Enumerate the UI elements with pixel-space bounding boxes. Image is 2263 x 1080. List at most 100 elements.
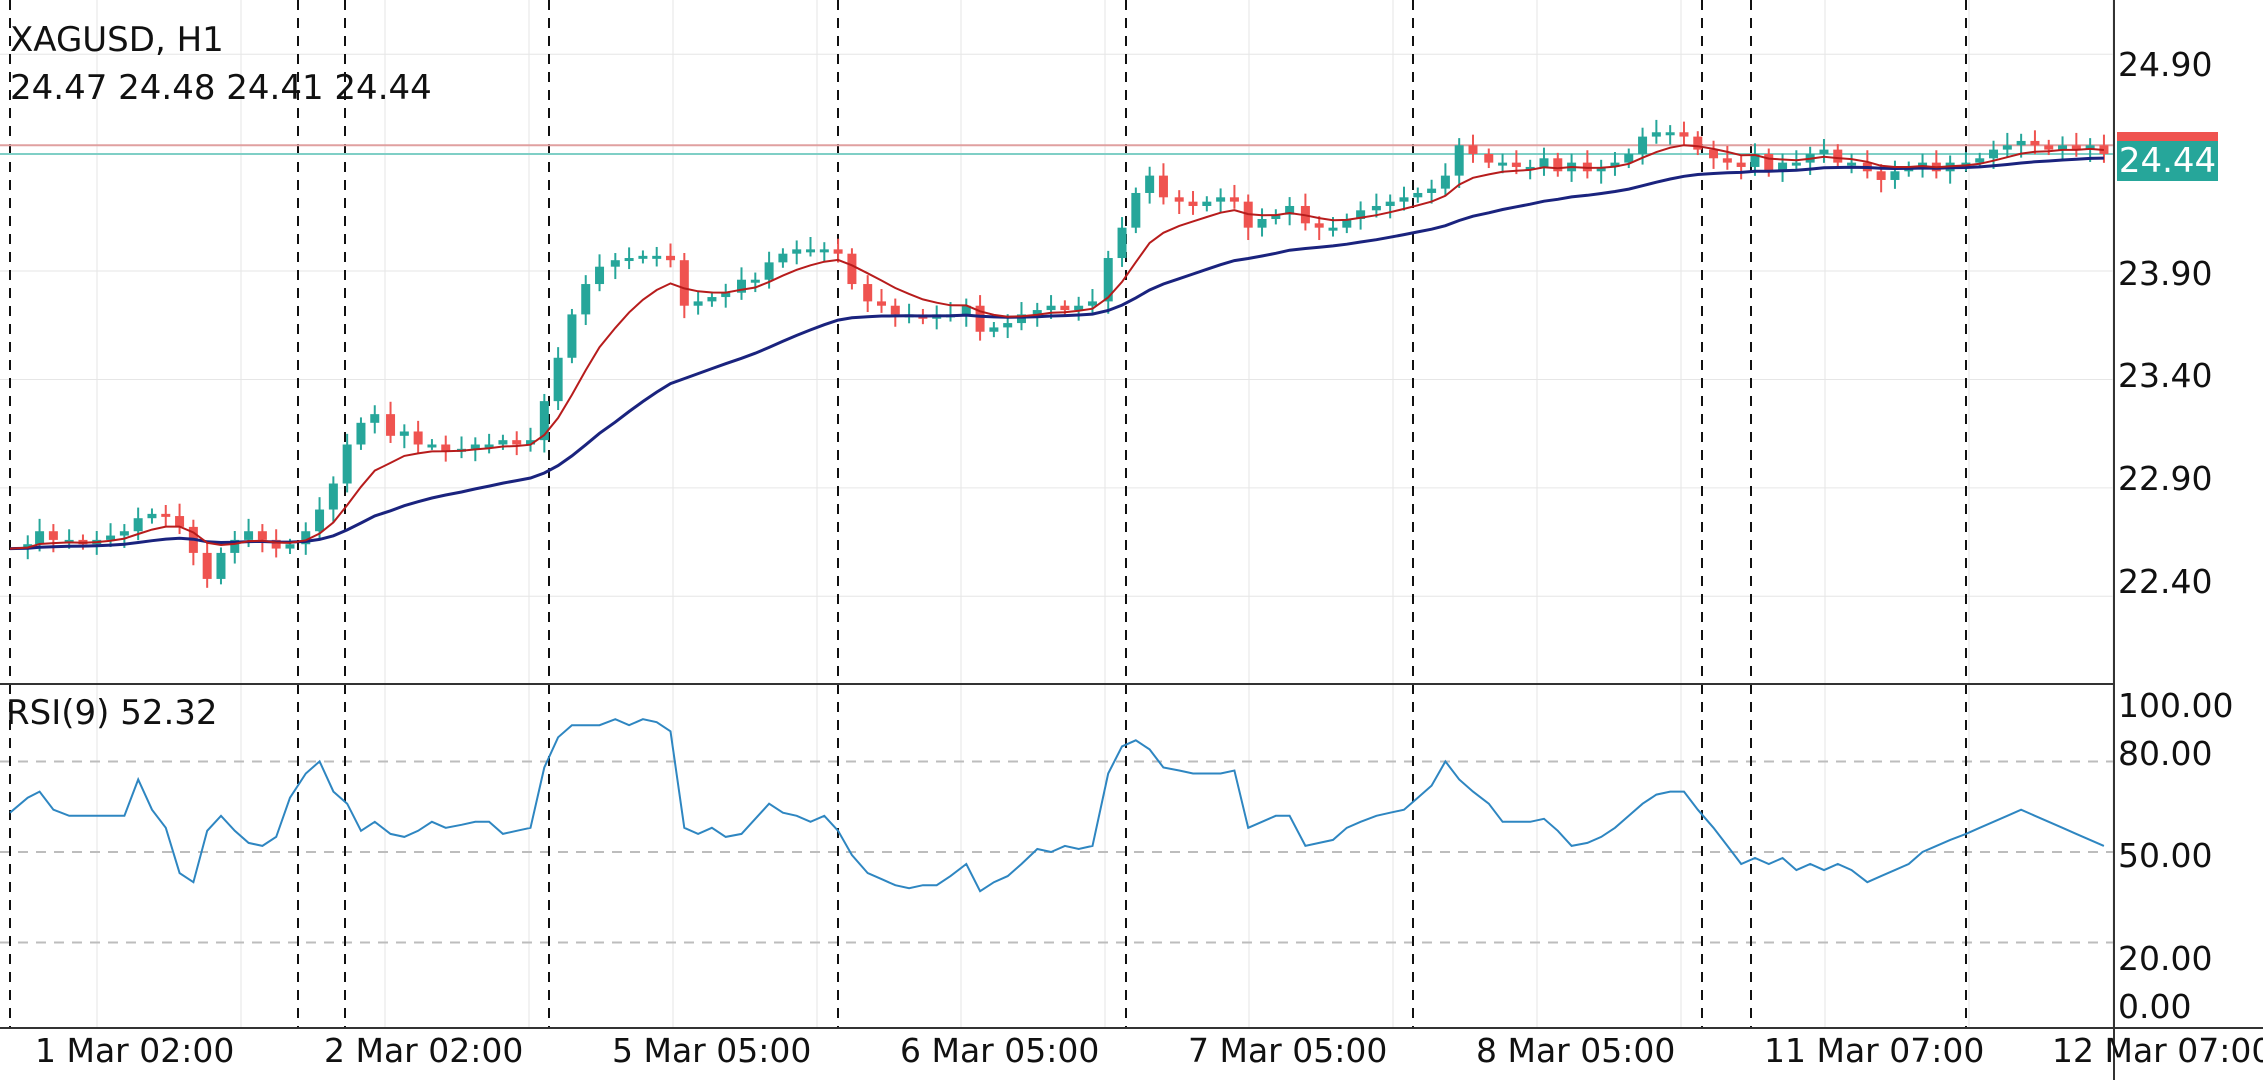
candle-body bbox=[581, 284, 591, 315]
candle-body bbox=[1610, 162, 1620, 167]
price-tick: 23.90 bbox=[2118, 254, 2213, 293]
candle-body bbox=[356, 422, 366, 445]
candle-body bbox=[1060, 305, 1070, 311]
ask-price-marker bbox=[2117, 132, 2218, 141]
candle-body bbox=[1454, 145, 1464, 176]
candle-body bbox=[23, 544, 33, 549]
candle-body bbox=[1271, 214, 1281, 219]
candle-body bbox=[271, 539, 281, 549]
candle-body bbox=[526, 440, 536, 445]
candle-body bbox=[1117, 227, 1127, 259]
grid-layer bbox=[0, 0, 2114, 1027]
candle-body bbox=[1342, 218, 1352, 228]
candle-body bbox=[216, 552, 226, 579]
candle-body bbox=[553, 357, 563, 402]
candle-body bbox=[285, 544, 295, 549]
rsi-tick: 80.00 bbox=[2118, 734, 2213, 773]
rsi-tick: 0.00 bbox=[2118, 987, 2192, 1026]
candle-body bbox=[244, 531, 254, 540]
candle-body bbox=[989, 327, 999, 332]
candle-body bbox=[890, 305, 900, 315]
session-separator-layer bbox=[9, 0, 1967, 1027]
candle-body bbox=[1131, 192, 1141, 228]
candle-body bbox=[1539, 158, 1549, 167]
candle-body bbox=[370, 414, 380, 423]
candle-body bbox=[1046, 305, 1056, 311]
candle-body bbox=[202, 552, 212, 579]
candle-body bbox=[1468, 145, 1478, 154]
time-tick: 5 Mar 05:00 bbox=[612, 1031, 812, 1070]
candle-body bbox=[399, 431, 409, 436]
rsi-layer bbox=[9, 718, 2105, 893]
candle-body bbox=[693, 301, 703, 306]
candle-body bbox=[792, 249, 802, 254]
candle-body bbox=[35, 531, 45, 545]
candle-body bbox=[386, 414, 396, 436]
candle-body bbox=[2030, 140, 2040, 146]
candle-body bbox=[484, 444, 494, 448]
candle-body bbox=[1693, 136, 1703, 150]
rsi-tick: 20.00 bbox=[2118, 939, 2213, 978]
candle-body bbox=[737, 279, 747, 293]
candle-body bbox=[1188, 201, 1198, 206]
candle-body bbox=[666, 255, 676, 261]
candle-body bbox=[679, 260, 689, 306]
candle-body bbox=[1440, 175, 1450, 189]
candle-body bbox=[1750, 153, 1760, 167]
current-price-tag: 24.44 bbox=[2117, 141, 2218, 181]
candle-body bbox=[1371, 205, 1381, 211]
candle-body bbox=[1791, 162, 1801, 166]
candle-body bbox=[1003, 323, 1013, 328]
candle-body bbox=[2085, 145, 2095, 150]
candle-body bbox=[1498, 162, 1508, 166]
candle-body bbox=[1890, 171, 1900, 180]
candle-body bbox=[721, 292, 731, 298]
candle-body bbox=[161, 513, 171, 517]
candle-body bbox=[175, 516, 185, 527]
candle-body bbox=[863, 284, 873, 302]
candle-body bbox=[1399, 197, 1409, 202]
ma-slow-line bbox=[9, 156, 2104, 551]
candle-body bbox=[819, 249, 829, 253]
time-tick: 12 Mar 07:00 bbox=[2052, 1031, 2263, 1070]
candle-body bbox=[1918, 162, 1928, 167]
candle-body bbox=[595, 266, 605, 285]
price-tick: 23.40 bbox=[2118, 356, 2213, 395]
candle-body bbox=[764, 262, 774, 280]
candle-body bbox=[1216, 197, 1226, 202]
candle-body bbox=[1511, 162, 1521, 167]
candle-body bbox=[498, 440, 508, 445]
candle-body bbox=[427, 444, 437, 448]
candle-body bbox=[778, 253, 788, 263]
time-tick: 7 Mar 05:00 bbox=[1188, 1031, 1388, 1070]
ma-fast-line bbox=[9, 144, 2104, 550]
candle-body bbox=[624, 258, 634, 262]
candle-body bbox=[2002, 145, 2012, 150]
candle-body bbox=[2071, 145, 2081, 150]
price-layer bbox=[0, 119, 2114, 588]
candle-body bbox=[301, 531, 311, 545]
candle-body bbox=[1328, 227, 1338, 231]
candle-body bbox=[413, 431, 423, 445]
candle-body bbox=[1427, 188, 1437, 193]
candle-body bbox=[1624, 153, 1634, 163]
candle-body bbox=[1847, 162, 1857, 166]
candle-body bbox=[1525, 166, 1535, 170]
candle-body bbox=[147, 513, 157, 519]
candle-body bbox=[1736, 162, 1746, 167]
candle-body bbox=[441, 444, 451, 451]
candle-body bbox=[2058, 145, 2068, 150]
time-tick: 2 Mar 02:00 bbox=[324, 1031, 524, 1070]
candle-body bbox=[1202, 201, 1212, 206]
candle-body bbox=[1032, 310, 1042, 315]
price-tick: 22.90 bbox=[2118, 459, 2213, 498]
candle-body bbox=[1103, 258, 1113, 302]
candle-body bbox=[1722, 158, 1732, 163]
candle-body bbox=[315, 509, 325, 532]
time-tick: 1 Mar 02:00 bbox=[35, 1031, 235, 1070]
candle-body bbox=[1413, 192, 1423, 198]
candle-body bbox=[1833, 149, 1843, 163]
